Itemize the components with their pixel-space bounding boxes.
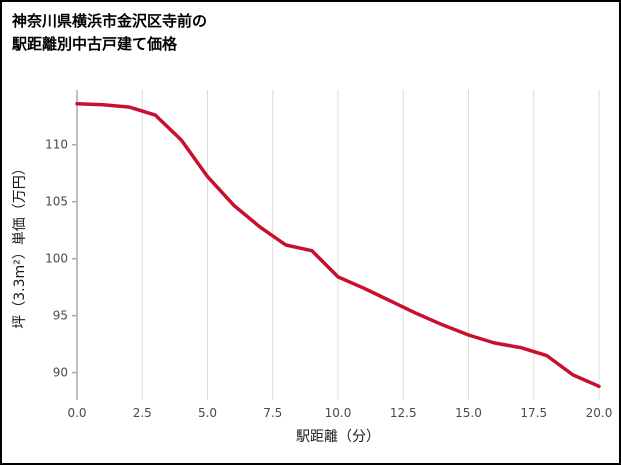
x-tick-label: 2.5 [133,406,152,420]
x-tick-label: 20.0 [586,406,613,420]
y-tick-label: 100 [45,252,68,266]
y-tick-label: 90 [53,366,68,380]
x-tick-label: 7.5 [263,406,282,420]
y-tick-label: 95 [53,309,68,323]
y-tick-label: 110 [45,138,68,152]
x-tick-label: 5.0 [198,406,217,420]
y-tick-label: 105 [45,195,68,209]
x-tick-label: 0.0 [67,406,86,420]
chart-title-line1: 神奈川県横浜市金沢区寺前の [12,12,208,30]
chart-title: 神奈川県横浜市金沢区寺前の 駅距離別中古戸建て価格 [12,10,207,55]
x-tick-label: 15.0 [455,406,482,420]
x-tick-label: 12.5 [390,406,417,420]
price-line [75,101,601,389]
y-axis-label: 坪（3.3m²）単価（万円） [12,161,28,329]
x-axis-label: 駅距離（分） [296,428,380,445]
x-tick-label: 10.0 [325,406,352,420]
chart-title-line2: 駅距離別中古戸建て価格 [12,34,178,53]
x-tick-label: 17.5 [520,406,547,420]
